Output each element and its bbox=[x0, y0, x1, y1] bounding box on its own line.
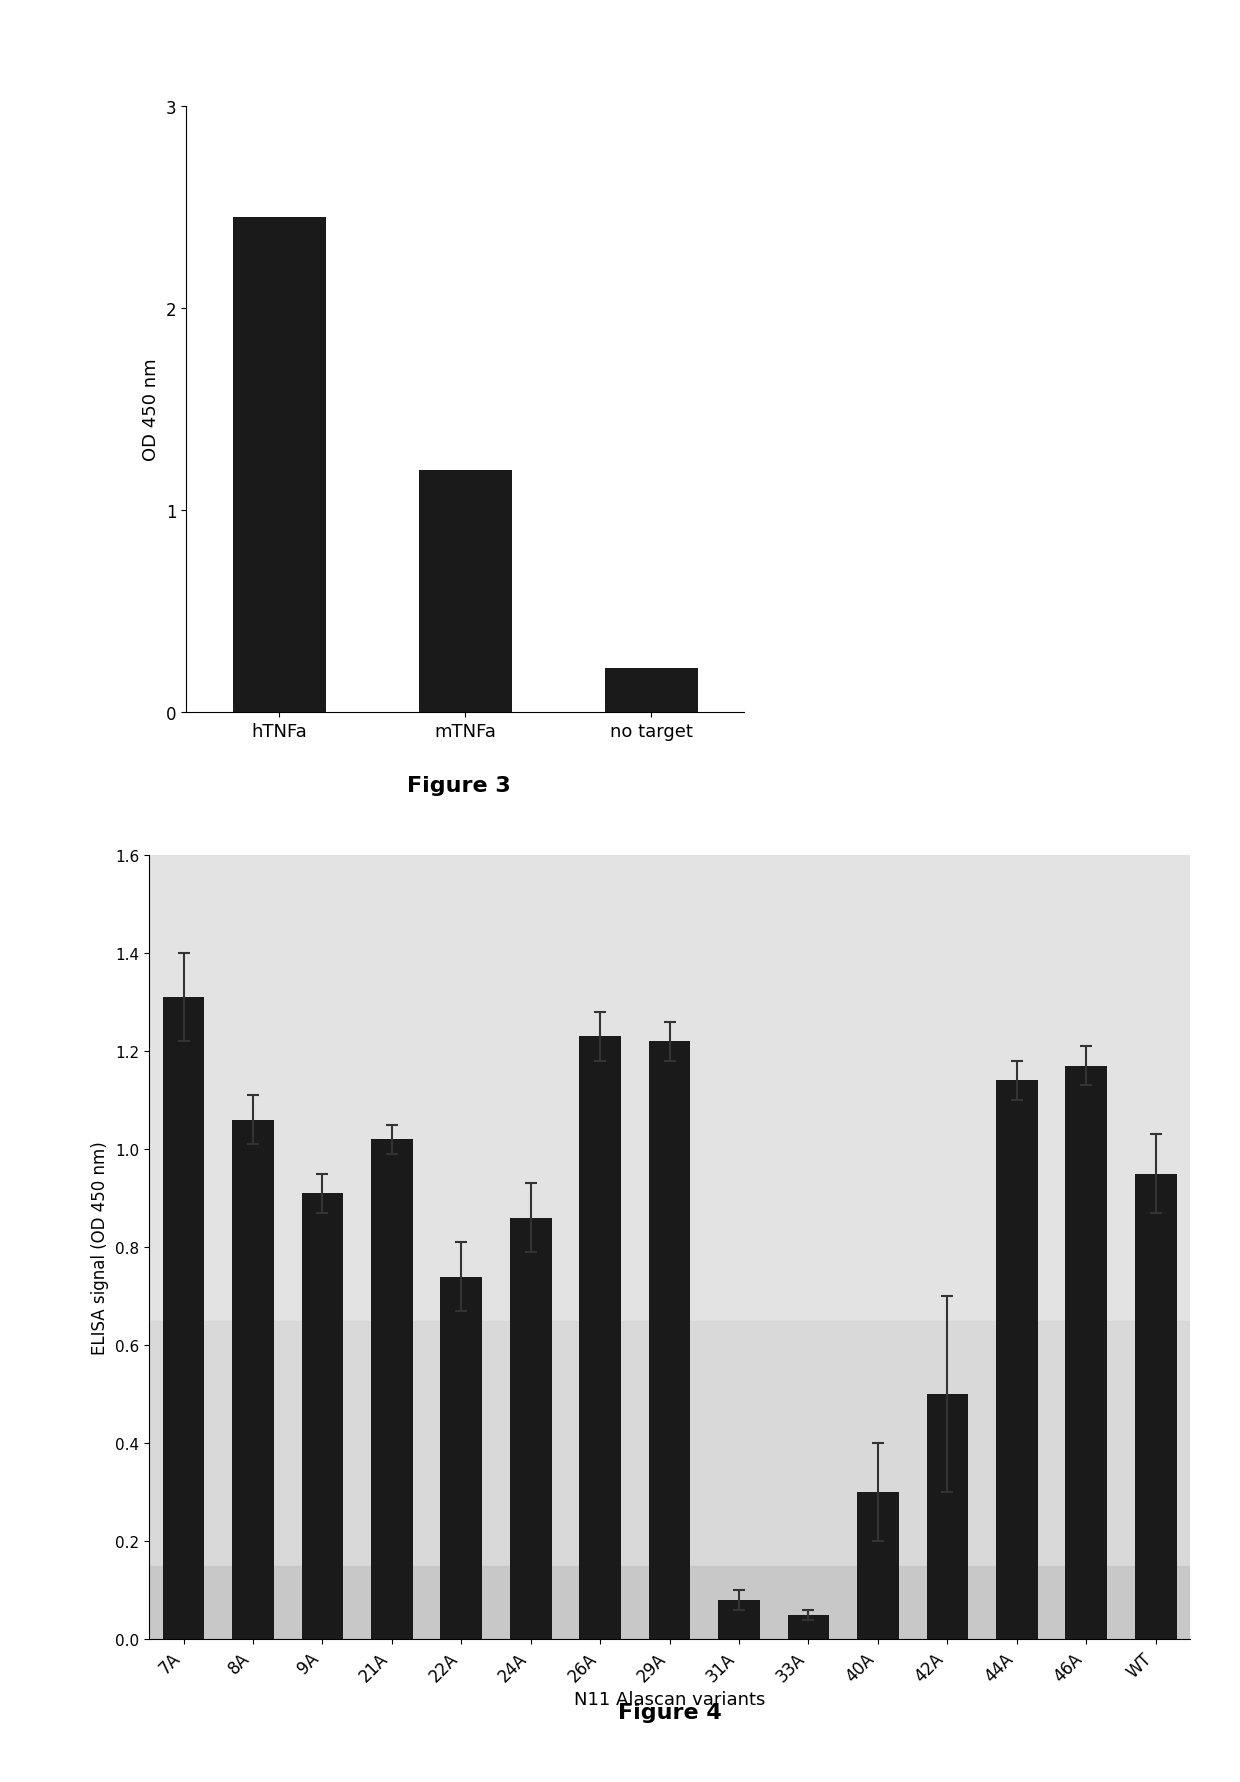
Bar bbox=[510, 1219, 552, 1639]
Bar bbox=[857, 1493, 899, 1639]
Bar bbox=[926, 1394, 968, 1639]
Bar bbox=[232, 1119, 274, 1639]
Bar bbox=[371, 1140, 413, 1639]
Bar bbox=[718, 1600, 760, 1639]
Text: Figure 4: Figure 4 bbox=[618, 1702, 722, 1721]
Y-axis label: OD 450 nm: OD 450 nm bbox=[143, 358, 160, 462]
Bar bbox=[233, 217, 325, 713]
Bar bbox=[1065, 1066, 1107, 1639]
Text: Figure 3: Figure 3 bbox=[407, 775, 511, 795]
Bar bbox=[440, 1276, 482, 1639]
Bar bbox=[419, 470, 511, 713]
Bar bbox=[162, 998, 205, 1639]
Bar bbox=[149, 855, 1190, 1320]
Y-axis label: ELISA signal (OD 450 nm): ELISA signal (OD 450 nm) bbox=[92, 1140, 109, 1354]
Bar bbox=[649, 1041, 691, 1639]
Bar bbox=[1135, 1174, 1177, 1639]
Bar bbox=[301, 1194, 343, 1639]
Bar bbox=[579, 1037, 621, 1639]
X-axis label: N11 Alascan variants: N11 Alascan variants bbox=[574, 1691, 765, 1709]
Bar bbox=[605, 668, 697, 713]
Bar bbox=[787, 1614, 830, 1639]
Bar bbox=[149, 1320, 1190, 1566]
Bar bbox=[149, 1566, 1190, 1639]
Bar bbox=[996, 1080, 1038, 1639]
